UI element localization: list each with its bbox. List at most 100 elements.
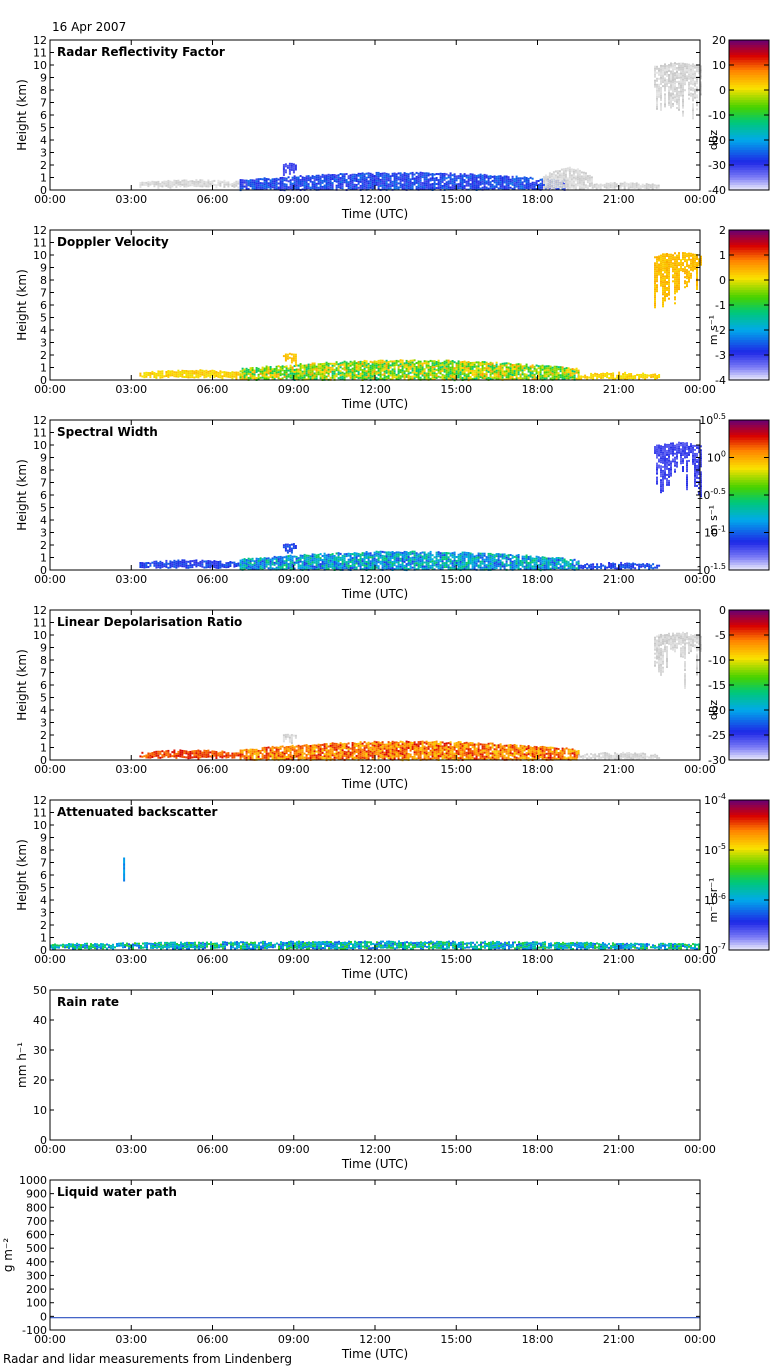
x-tick-label: 06:00 [197,953,229,966]
y-tick-label: 4 [40,894,47,907]
colorbar-tick-label: -30 [708,159,726,172]
colorbar-tick-label: -4 [715,374,726,387]
y-tick-label: 11 [33,807,47,820]
y-axis-label: Height (km) [15,269,29,340]
colorbar: 100.510010-0.510-110-1.5m s⁻¹ [696,412,769,577]
x-tick-label: 03:00 [115,1143,147,1156]
x-tick-label: 21:00 [603,573,635,586]
x-axis-label: Time (UTC) [341,1157,408,1171]
colorbar-tick-label: 100 [707,450,726,465]
x-tick-label: 15:00 [440,383,472,396]
x-tick-label: 06:00 [197,383,229,396]
y-tick-label: 4 [40,704,47,717]
chart-title: Attenuated backscatter [57,805,217,819]
y-tick-label: 11 [33,427,47,440]
x-axis-label: Time (UTC) [341,587,408,601]
y-tick-label: 4 [40,134,47,147]
signal-region-2 [123,858,125,882]
y-tick-label: 9 [40,72,47,85]
y-tick-label: 9 [40,452,47,465]
x-tick-label: 00:00 [34,193,66,206]
colorbar-tick-label: -10 [708,109,726,122]
x-tick-label: 03:00 [115,763,147,776]
y-tick-label: 400 [26,1256,47,1269]
y-tick-label: 10 [33,439,47,452]
chart-title: Radar Reflectivity Factor [57,45,225,59]
x-tick-label: 15:00 [440,953,472,966]
y-tick-label: 4 [40,324,47,337]
y-tick-label: 2 [40,349,47,362]
x-tick-label: 03:00 [115,383,147,396]
y-tick-label: 1000 [19,1174,47,1187]
x-tick-label: 15:00 [440,193,472,206]
y-tick-label: 3 [40,527,47,540]
x-tick-label: 18:00 [522,383,554,396]
colorbar-tick-label: -3 [715,349,726,362]
x-tick-label: 09:00 [278,1333,310,1346]
colorbar-tick-label: -15 [708,679,726,692]
x-tick-label: 06:00 [197,763,229,776]
x-tick-label: 00:00 [34,1333,66,1346]
x-axis-label: Time (UTC) [341,397,408,411]
x-tick-label: 12:00 [359,383,391,396]
colorbar: 10-410-510-610-7m⁻¹ sr⁻¹ [704,792,769,957]
plot-area [50,40,700,190]
x-tick-label: 12:00 [359,953,391,966]
x-tick-label: 09:00 [278,383,310,396]
y-tick-label: 4 [40,514,47,527]
x-tick-label: 00:00 [684,1333,716,1346]
y-tick-label: 12 [33,604,47,617]
y-tick-label: 9 [40,642,47,655]
x-tick-label: 06:00 [197,193,229,206]
x-tick-label: 09:00 [278,573,310,586]
colorbar-tick-label: 10-4 [704,792,726,807]
x-tick-label: 18:00 [522,1143,554,1156]
x-tick-label: 00:00 [684,1143,716,1156]
colorbar-label: m s⁻¹ [707,505,720,535]
colorbar-tick-label: 100.5 [699,412,726,427]
y-tick-label: 5 [40,882,47,895]
x-axis-label: Time (UTC) [341,777,408,791]
x-tick-label: 06:00 [197,573,229,586]
y-tick-label: 900 [26,1188,47,1201]
y-tick-label: 3 [40,337,47,350]
plot-area [50,800,700,950]
x-tick-label: 21:00 [603,193,635,206]
panel-6: 0102030405000:00 03:00 06:00 09:00 12:00 15:0… [15,984,716,1171]
y-tick-label: 1 [40,552,47,565]
panel-1: 012345678910111200:00 03:00 06:00 09:00 12:0… [15,34,769,221]
colorbar-label: m s⁻¹ [707,315,720,345]
y-tick-label: 8 [40,84,47,97]
y-tick-label: 2 [40,539,47,552]
x-tick-label: 06:00 [197,1143,229,1156]
chart-title: Doppler Velocity [57,235,169,249]
x-tick-label: 18:00 [522,763,554,776]
y-tick-label: 600 [26,1229,47,1242]
colorbar-label: dBz [707,130,720,151]
colorbar-tick-label: 0 [719,84,726,97]
y-tick-label: 7 [40,477,47,490]
plot-area [50,1180,700,1330]
x-tick-label: 12:00 [359,1143,391,1156]
x-axis-label: Time (UTC) [341,1347,408,1361]
colorbar-label: m⁻¹ sr⁻¹ [707,878,720,923]
y-tick-label: 30 [33,1044,47,1057]
x-tick-label: 00:00 [34,763,66,776]
footer-caption: Radar and lidar measurements from Linden… [3,1352,292,1366]
x-tick-label: 21:00 [603,763,635,776]
chart-title: Rain rate [57,995,119,1009]
x-tick-label: 18:00 [522,1333,554,1346]
colorbar-tick-label: 0 [719,274,726,287]
y-tick-label: 3 [40,717,47,730]
colorbar-tick-label: 10-5 [704,842,726,857]
y-tick-label: 12 [33,794,47,807]
y-tick-label: 5 [40,502,47,515]
y-tick-label: 10 [33,1104,47,1117]
y-tick-label: 5 [40,692,47,705]
y-tick-label: 8 [40,464,47,477]
y-tick-label: 6 [40,679,47,692]
y-tick-label: 11 [33,237,47,250]
colorbar: 0 -5 -10 -15 -20 -25 -30 dBz [707,604,769,767]
y-tick-label: 5 [40,312,47,325]
